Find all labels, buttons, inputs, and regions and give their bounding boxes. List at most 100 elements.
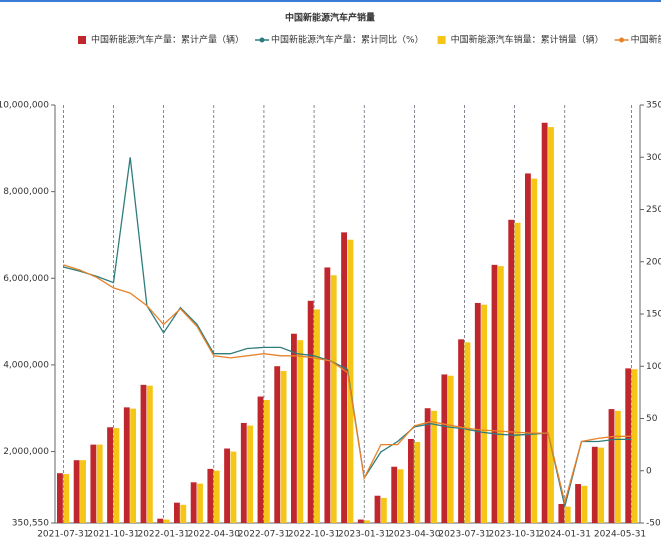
- bar: [157, 518, 164, 523]
- bar: [491, 264, 498, 523]
- x-tick-label: 2022-10-31: [288, 530, 340, 540]
- bar: [207, 468, 214, 523]
- bar: [364, 520, 371, 523]
- bar: [397, 469, 404, 523]
- bar: [146, 385, 153, 523]
- bar: [224, 448, 230, 523]
- x-tick-label: 2023-01-31: [338, 530, 390, 540]
- bar: [174, 502, 180, 523]
- y-tick-label: 8,000,000: [3, 187, 49, 197]
- bar: [96, 444, 103, 523]
- bar: [297, 340, 304, 523]
- legend-label: 中国新能源汽车销量：累计同比（%）: [631, 34, 661, 46]
- bar: [240, 422, 247, 523]
- chart-title: 中国新能源汽车产销量: [285, 12, 375, 24]
- bar: [314, 309, 320, 523]
- legend-label: 中国新能源汽车产量：累计产量（辆）: [91, 34, 244, 46]
- bar: [541, 122, 548, 524]
- bar: [408, 438, 414, 523]
- y2-tick-label: 100: [646, 362, 661, 372]
- bar: [608, 409, 615, 523]
- bar: [263, 399, 270, 523]
- y-tick-label: 4,000,000: [3, 360, 49, 370]
- bar: [525, 173, 531, 523]
- bar: [414, 442, 421, 523]
- x-tick-label: 2022-01-31: [137, 530, 189, 540]
- bar: [347, 239, 354, 523]
- bar: [564, 506, 571, 523]
- legend-label: 中国新能源汽车产量：累计同比（%）: [271, 34, 424, 46]
- bar: [57, 473, 63, 523]
- bar: [548, 127, 554, 523]
- bar: [180, 504, 187, 523]
- bar: [113, 428, 120, 523]
- y-tick-label: 350,550: [12, 519, 49, 529]
- legend-swatch: [259, 37, 265, 43]
- bar: [575, 484, 581, 523]
- legend-swatch: [437, 36, 446, 44]
- bar: [458, 339, 464, 523]
- bar: [598, 447, 605, 523]
- bar: [230, 451, 237, 523]
- bar: [531, 178, 538, 523]
- bar: [424, 408, 431, 523]
- bar: [107, 427, 113, 523]
- bar: [341, 232, 347, 523]
- bar: [247, 425, 254, 523]
- x-tick-label: 2022-04-30: [188, 530, 241, 540]
- x-tick-label: 2022-07-31: [238, 530, 290, 540]
- bar: [357, 519, 364, 523]
- bar: [307, 300, 314, 523]
- y2-tick-label: 250: [646, 205, 661, 215]
- bar: [441, 374, 448, 523]
- legend-swatch: [78, 36, 86, 44]
- x-tick-label: 2024-01-31: [539, 530, 591, 540]
- bar: [614, 410, 621, 523]
- x-tick-label: 2024-05-31: [594, 530, 646, 540]
- bar: [80, 460, 86, 523]
- bar: [257, 396, 264, 523]
- bar: [280, 370, 287, 523]
- bar: [380, 497, 387, 523]
- bar: [508, 219, 515, 523]
- bar: [474, 302, 481, 523]
- bar: [631, 369, 638, 523]
- y2-tick-label: 50: [646, 414, 658, 424]
- bar: [130, 408, 137, 523]
- bar: [123, 407, 130, 523]
- legend-label: 中国新能源汽车销量：累计销量（辆）: [451, 34, 604, 46]
- y2-tick-label: 150: [646, 310, 661, 320]
- bar: [140, 384, 147, 523]
- x-tick-label: 2023-07-31: [438, 530, 490, 540]
- line: [63, 157, 632, 507]
- y2-tick-label: -50: [646, 519, 661, 529]
- bar: [431, 410, 437, 523]
- bar: [163, 519, 170, 523]
- bar: [447, 375, 454, 523]
- bar: [464, 342, 471, 523]
- line: [63, 264, 632, 505]
- y-tick-label: 2,000,000: [3, 447, 49, 457]
- bar: [190, 482, 197, 523]
- x-tick-label: 2023-04-30: [388, 530, 441, 540]
- x-tick-label: 2023-10-31: [488, 530, 540, 540]
- top-border: [0, 0, 661, 2]
- bar: [481, 304, 488, 523]
- y-tick-label: 10,000,000: [0, 101, 49, 111]
- x-tick-label: 2021-10-31: [87, 530, 139, 540]
- bar: [330, 275, 337, 523]
- bar: [291, 333, 297, 523]
- bar: [497, 266, 504, 523]
- bar: [591, 446, 598, 523]
- bar: [274, 366, 281, 523]
- bar: [581, 485, 588, 523]
- bar: [514, 222, 521, 523]
- bar: [90, 444, 97, 523]
- bar: [213, 470, 220, 523]
- bar: [197, 483, 203, 523]
- x-tick-label: 2021-07-31: [37, 530, 89, 540]
- legend-swatch: [619, 37, 625, 43]
- bar: [73, 460, 80, 523]
- bar: [391, 466, 398, 523]
